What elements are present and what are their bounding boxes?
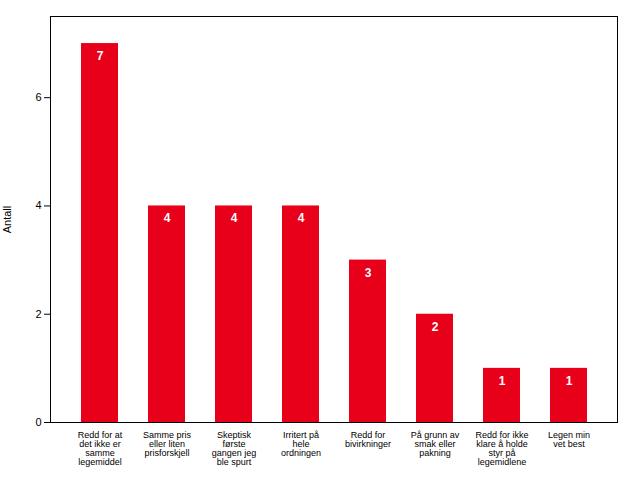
svg-text:4: 4 — [231, 211, 238, 225]
svg-text:1: 1 — [499, 374, 506, 388]
svg-text:4: 4 — [35, 199, 41, 211]
svg-text:2: 2 — [432, 320, 439, 334]
svg-text:3: 3 — [365, 266, 372, 280]
svg-text:Samme priseller litenprisforsk: Samme priseller litenprisforskjell — [143, 430, 192, 458]
svg-text:6: 6 — [35, 91, 41, 103]
svg-text:2: 2 — [35, 308, 41, 320]
svg-text:Redd for atdet ikke ersammeleg: Redd for atdet ikke ersammelegemiddel — [78, 430, 123, 467]
svg-text:4: 4 — [298, 211, 305, 225]
svg-text:Irritert påheleordningen: Irritert påheleordningen — [281, 430, 321, 458]
svg-text:Legen minvet best: Legen minvet best — [548, 430, 590, 449]
svg-text:Antall: Antall — [1, 206, 13, 234]
svg-text:0: 0 — [35, 416, 41, 428]
svg-text:Redd for ikkeklare å holdestyr: Redd for ikkeklare å holdestyr pålegemid… — [475, 430, 528, 467]
svg-text:Redd forbivirkninger: Redd forbivirkninger — [345, 430, 391, 449]
svg-text:Skeptiskførstegangen jegble sp: Skeptiskførstegangen jegble spurt — [212, 430, 257, 467]
svg-text:1: 1 — [566, 374, 573, 388]
svg-text:4: 4 — [164, 211, 171, 225]
svg-text:7: 7 — [97, 49, 104, 63]
svg-text:På grunn avsmak ellerpakning: På grunn avsmak ellerpakning — [411, 430, 460, 458]
